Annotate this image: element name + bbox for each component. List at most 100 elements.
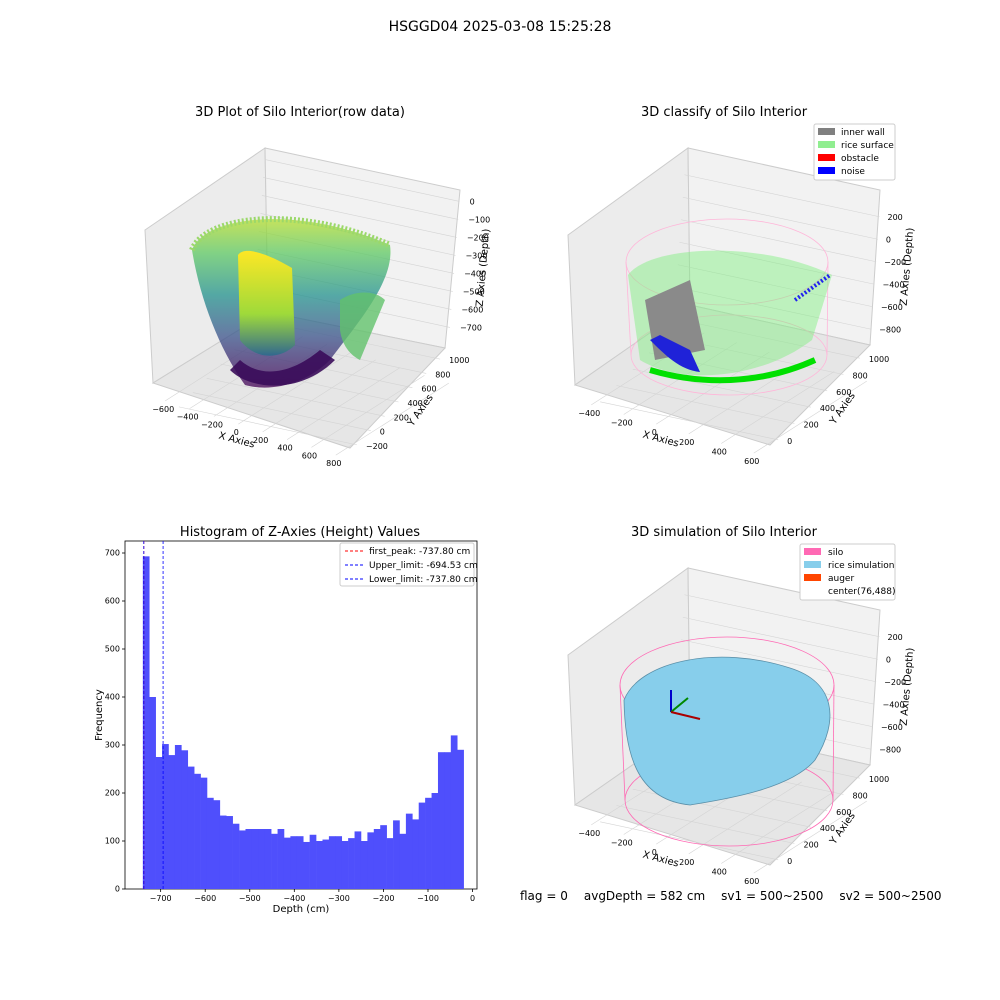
z-tick-label: 200 [888, 213, 903, 222]
histogram-y-tick-label: 700 [105, 549, 120, 558]
histogram-bar [290, 836, 298, 889]
classify-3d-ticks: −400−2000200400600020040060080010002000−… [578, 213, 906, 466]
z-tick-label: −400 [883, 700, 905, 709]
raw-3d-wall-patch [238, 250, 295, 356]
legend-swatch-obstacle [818, 154, 835, 161]
x-tick-label: 0 [234, 428, 239, 437]
z-tick-label: 200 [888, 633, 903, 642]
histogram-y-tick-label: 0 [115, 885, 120, 894]
z-tick-label: 0 [886, 655, 891, 664]
histogram-bar [155, 757, 163, 889]
histogram-bar [444, 752, 452, 889]
classify-3d-legend: inner wall rice surface obstacle noise [813, 123, 896, 181]
z-tick-label: −600 [461, 305, 483, 314]
histogram-bar [168, 755, 176, 889]
histogram-bar [162, 744, 169, 889]
histogram-bar [373, 829, 381, 889]
x-tick-label: 200 [253, 436, 268, 445]
classify-3d-noise-edge [793, 273, 832, 302]
raw-3d-rim [189, 216, 392, 252]
simulation-3d-center-axes [670, 690, 701, 720]
legend-silo: silo [828, 548, 844, 558]
x-tick-label: 400 [712, 448, 727, 457]
z-tick-label: −100 [468, 215, 490, 224]
histogram-bar [360, 841, 368, 889]
y-tick-label: 1000 [869, 355, 889, 364]
histogram-bar [258, 829, 266, 889]
x-tick-label: 200 [679, 858, 694, 867]
histogram-legend: first_peak: -737.80 cm Upper_limit: -694… [339, 542, 478, 587]
grid-line [238, 351, 352, 425]
legend-first-peak: first_peak: -737.80 cm [369, 547, 470, 557]
legend-swatch-noise [818, 167, 835, 174]
histogram-bar [251, 829, 259, 889]
histogram-bar [457, 749, 464, 889]
histogram-bar [412, 819, 420, 889]
x-tick-label: −200 [201, 420, 223, 429]
legend-rice-surface: rice surface [841, 141, 894, 151]
histogram-bar [277, 829, 285, 889]
grid-line [262, 359, 376, 433]
grid-line [681, 319, 860, 359]
z-tick-label: −400 [464, 269, 486, 278]
grid-line [600, 401, 779, 441]
raw-3d-bottom [230, 350, 335, 386]
x-tick-label: −200 [611, 839, 633, 848]
histogram-x-tick-label: −100 [417, 894, 439, 903]
y-tick-label: 200 [394, 413, 409, 422]
sv2-text: sv2 = 500~2500 [839, 889, 942, 903]
figure-suptitle: HSGGD04 2025-03-08 15:25:28 [389, 19, 612, 35]
histogram-bar [174, 745, 182, 889]
histogram-bar [348, 838, 355, 889]
grid-line [753, 380, 867, 454]
x-tick-label: 400 [277, 444, 292, 453]
z-tick-label: −200 [467, 233, 489, 242]
z-tick-label: −700 [460, 323, 482, 332]
grid-line [616, 385, 795, 424]
grid-line [264, 159, 460, 202]
histogram-bar [219, 815, 227, 889]
y-tick-label: 600 [836, 388, 851, 397]
z-tick-label: −200 [884, 678, 906, 687]
histogram-bar [142, 556, 150, 889]
grid-line [206, 377, 385, 417]
z-tick-label: −200 [884, 258, 906, 267]
classify-3d-points [628, 250, 832, 384]
y-tick-label: 200 [804, 841, 819, 850]
legend-swatch-rice-surface [818, 141, 835, 148]
grid-line [676, 286, 872, 330]
grid-line [677, 264, 873, 308]
legend-auger: auger [828, 574, 854, 584]
histogram-bar [309, 834, 317, 889]
z-tick-label: −600 [881, 723, 903, 732]
histogram-bar [405, 813, 413, 889]
x-tick-label: 600 [744, 877, 759, 886]
raw-3d-title: 3D Plot of Silo Interior(row data) [195, 105, 405, 120]
grid-line [688, 781, 802, 855]
grid-line [600, 821, 779, 861]
histogram-bar [341, 841, 349, 889]
histogram-bar [322, 839, 330, 889]
z-tick-label: −800 [879, 745, 901, 754]
histogram-x-tick-label: 0 [470, 894, 475, 903]
y-tick-label: 600 [836, 808, 851, 817]
legend-upper-limit: Upper_limit: -694.53 cm [369, 561, 478, 571]
x-tick-label: 600 [744, 457, 759, 466]
histogram-bar [303, 841, 310, 889]
histogram-y-tick-label: 400 [105, 693, 120, 702]
legend-rice-simulation: rice simulation [828, 561, 894, 571]
simulation-3d-legend: silo rice simulation auger center(76,488… [799, 543, 896, 601]
histogram-bar [245, 829, 253, 889]
legend-swatch-silo [804, 548, 821, 555]
y-tick-label: −200 [366, 442, 388, 451]
z-tick-label: −600 [881, 303, 903, 312]
classify-3d-plot: 3D classify of Silo Interior −400 −200 0 20… [567, 105, 916, 466]
histogram-bar [206, 797, 214, 889]
histogram-bar [296, 836, 304, 889]
grid-line [335, 382, 449, 456]
y-tick-label: 600 [421, 385, 436, 394]
histogram-bar [283, 837, 291, 889]
simulation-3d-xlabel: X Axies [641, 849, 680, 869]
grid-line [616, 805, 795, 844]
